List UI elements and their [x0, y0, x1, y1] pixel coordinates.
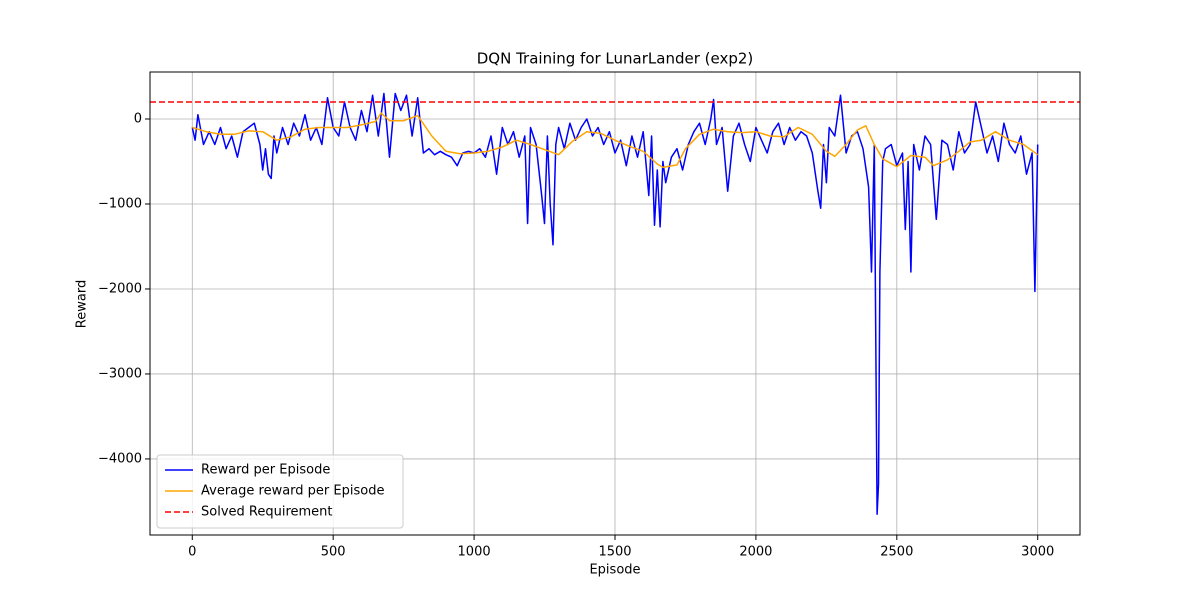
- y-tick-label: 0: [134, 111, 142, 126]
- x-axis-label: Episode: [589, 563, 640, 578]
- data-line: [192, 112, 1039, 169]
- legend-label: Solved Requirement: [201, 505, 333, 520]
- x-tick-label: 1000: [458, 545, 491, 560]
- x-tick-label: 2500: [880, 545, 913, 560]
- legend-box: [156, 454, 404, 529]
- x-tick-label: 0: [188, 545, 196, 560]
- x-tick-label: 3000: [1021, 545, 1054, 560]
- chart-title: DQN Training for LunarLander (exp2): [477, 50, 754, 68]
- plot-frame: [149, 71, 1081, 536]
- x-tick-label: 500: [321, 545, 346, 560]
- legend-label: Reward per Episode: [201, 463, 330, 478]
- y-axis-label: Reward: [75, 280, 90, 328]
- x-tick-label: 2000: [739, 545, 772, 560]
- y-tick-label: −4000: [98, 451, 142, 466]
- y-tick-label: −3000: [98, 366, 142, 381]
- legend-label: Average reward per Episode: [201, 484, 384, 499]
- data-line: [191, 92, 1039, 515]
- x-tick-label: 1500: [598, 545, 631, 560]
- y-tick-label: −2000: [98, 281, 142, 296]
- y-tick-label: −1000: [98, 196, 142, 211]
